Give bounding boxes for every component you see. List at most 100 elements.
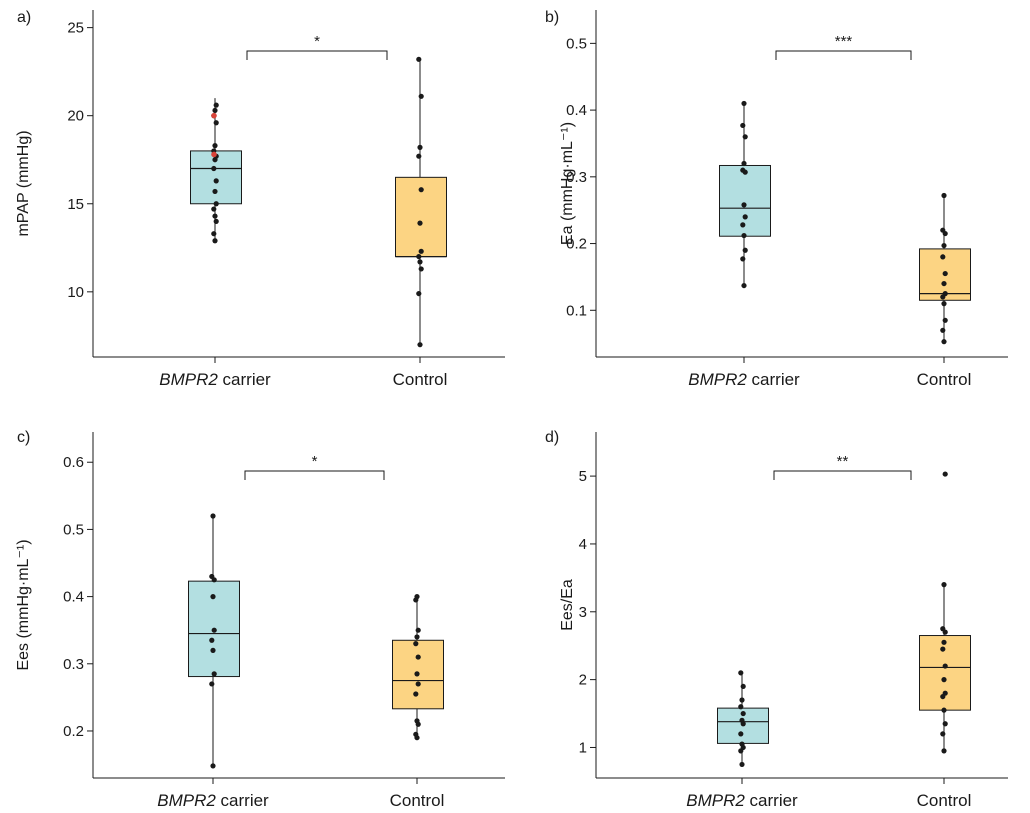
- significance-label: *: [312, 453, 318, 470]
- data-point: [416, 56, 422, 62]
- data-point: [940, 327, 946, 333]
- data-point: [739, 697, 745, 703]
- data-point: [418, 93, 424, 99]
- y-axis-title: mPAP (mmHg): [15, 130, 32, 236]
- data-point: [212, 213, 218, 219]
- highlight-point: [211, 151, 217, 158]
- data-point: [942, 471, 948, 477]
- y-tick-label: 0.3: [566, 169, 587, 186]
- data-point: [940, 254, 946, 260]
- significance-bracket: [773, 470, 912, 480]
- box-carrier: [719, 100, 771, 289]
- data-point: [741, 100, 747, 107]
- y-tick-label: 4: [579, 536, 587, 553]
- y-tick-label: 0.6: [63, 454, 84, 471]
- box-control: [392, 594, 444, 741]
- y-tick-label: 0.4: [63, 589, 84, 606]
- data-point: [418, 248, 424, 254]
- panel-label: a): [17, 9, 31, 26]
- y-axis-title: Ees/Ea: [559, 579, 576, 631]
- category-label-carrier: BMPR2 carrier: [688, 370, 800, 389]
- data-point: [417, 259, 423, 265]
- data-point: [942, 317, 948, 323]
- category-label-carrier: BMPR2 carrier: [159, 370, 271, 389]
- data-point: [739, 741, 745, 747]
- data-point: [740, 710, 746, 717]
- data-point: [941, 301, 947, 307]
- y-tick-label: 0.4: [566, 102, 587, 119]
- panel-1: b) 0.1 0.2 0.3 0.4 0.5 Ea (mmHg·mL⁻¹) BMPR2 car…: [545, 9, 1008, 389]
- category-label-carrier: BMPR2 carrier: [686, 791, 798, 810]
- data-point: [942, 663, 948, 669]
- data-point: [941, 677, 947, 683]
- y-tick-label: 15: [67, 196, 84, 213]
- iqr-box: [919, 635, 971, 711]
- data-point: [213, 120, 219, 126]
- data-point: [940, 227, 946, 233]
- significance-bracket: [244, 470, 385, 480]
- y-tick-label: 0.2: [566, 236, 587, 253]
- data-point: [414, 671, 420, 677]
- panel-label: b): [545, 9, 559, 26]
- data-point: [209, 573, 215, 580]
- data-point: [213, 102, 219, 108]
- y-tick-label: 25: [67, 20, 84, 37]
- data-point: [941, 707, 947, 713]
- data-point: [212, 107, 218, 114]
- box-carrier: [717, 670, 769, 768]
- significance-bracket: [246, 50, 388, 60]
- data-point: [941, 280, 947, 287]
- data-point: [940, 646, 946, 652]
- data-point: [742, 247, 748, 253]
- data-point: [211, 165, 217, 172]
- data-point: [740, 167, 746, 173]
- data-point: [741, 232, 747, 239]
- data-point: [212, 143, 218, 149]
- data-point: [416, 290, 422, 297]
- data-point: [417, 342, 423, 348]
- data-point: [415, 627, 421, 633]
- data-point: [210, 594, 216, 600]
- y-tick-label: 5: [579, 468, 587, 485]
- data-point: [741, 160, 747, 167]
- significance-label: **: [837, 453, 849, 470]
- data-point: [416, 253, 422, 260]
- data-point: [213, 218, 219, 224]
- y-axis-title: Ea (mmHg·mL⁻¹): [559, 122, 576, 245]
- panel-3: d) 1 2 3 4 5 Ees/Ea BMPR2 carrier Control **: [545, 429, 1008, 810]
- panel-label: c): [17, 429, 30, 446]
- y-tick-label: 10: [67, 284, 84, 301]
- data-point: [941, 582, 947, 588]
- data-point: [417, 144, 423, 150]
- data-point: [942, 690, 948, 696]
- data-point: [940, 731, 946, 737]
- data-point: [740, 256, 746, 262]
- data-point: [413, 691, 419, 697]
- box-control: [919, 471, 971, 754]
- data-point: [740, 683, 746, 690]
- significance-bracket: [775, 50, 912, 60]
- box-control: [395, 56, 447, 348]
- category-label-control: Control: [917, 791, 972, 810]
- data-point: [213, 178, 219, 184]
- y-tick-label: 0.5: [63, 521, 84, 538]
- y-tick-label: 0.5: [566, 35, 587, 52]
- data-point: [209, 637, 215, 643]
- data-point: [413, 641, 419, 647]
- category-label-carrier: BMPR2 carrier: [157, 791, 269, 810]
- category-label-control: Control: [393, 370, 448, 389]
- data-point: [941, 748, 947, 754]
- data-point: [738, 670, 744, 676]
- data-point: [416, 153, 422, 159]
- data-point: [741, 282, 747, 289]
- data-point: [738, 704, 744, 710]
- data-point: [738, 731, 744, 737]
- data-point: [212, 238, 218, 244]
- data-point: [415, 681, 421, 687]
- data-point: [211, 206, 217, 212]
- data-point: [941, 192, 947, 199]
- data-point: [210, 763, 216, 769]
- data-point: [739, 761, 745, 768]
- category-label-control: Control: [917, 370, 972, 389]
